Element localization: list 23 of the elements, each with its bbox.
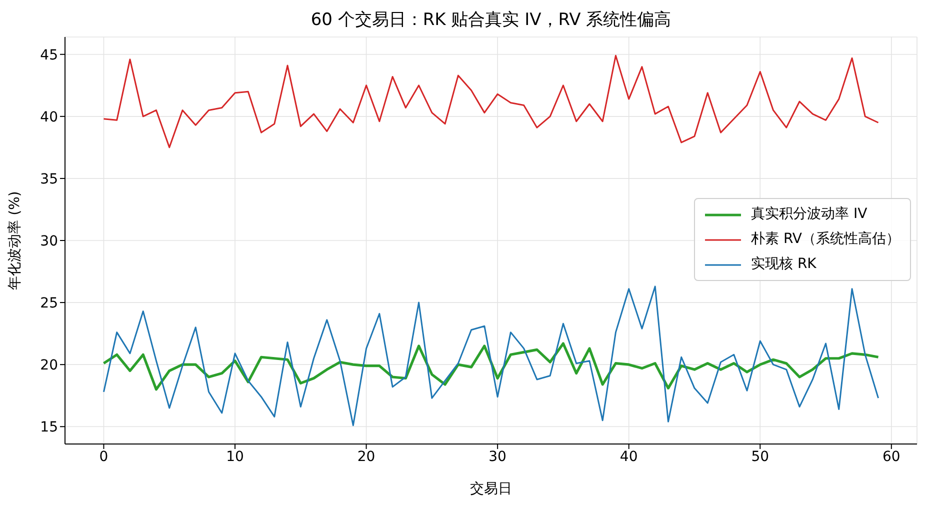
legend-label: 真实积分波动率 IV — [751, 205, 868, 224]
line-series — [102, 286, 880, 426]
legend-label: 朴素 RV（系统性高估） — [751, 230, 900, 249]
x-tick-label: 40 — [620, 448, 638, 465]
line-series — [102, 54, 880, 148]
y-tick-label: 20 — [40, 358, 58, 374]
y-tick-label: 45 — [40, 47, 58, 64]
line-series — [102, 342, 880, 391]
x-axis-title: 交易日 — [470, 481, 512, 497]
y-tick-label: 25 — [40, 296, 58, 312]
x-tick-label: 60 — [882, 448, 900, 465]
y-axis-title: 年化波动率 (%) — [6, 191, 23, 290]
y-tick-label: 15 — [40, 420, 58, 436]
x-tick-label: 30 — [488, 448, 506, 465]
x-tick-label: 20 — [357, 448, 376, 465]
legend-label: 实现核 RK — [751, 255, 816, 274]
chart-title: 60 个交易日：RK 贴合真实 IV，RV 系统性偏高 — [310, 9, 672, 31]
x-tick-label: 10 — [226, 448, 244, 465]
y-tick-label: 30 — [40, 233, 58, 250]
y-tick-label: 35 — [40, 171, 58, 188]
x-tick-label: 50 — [751, 448, 770, 465]
y-tick-label: 40 — [40, 109, 58, 126]
x-tick-label: 0 — [99, 448, 108, 465]
